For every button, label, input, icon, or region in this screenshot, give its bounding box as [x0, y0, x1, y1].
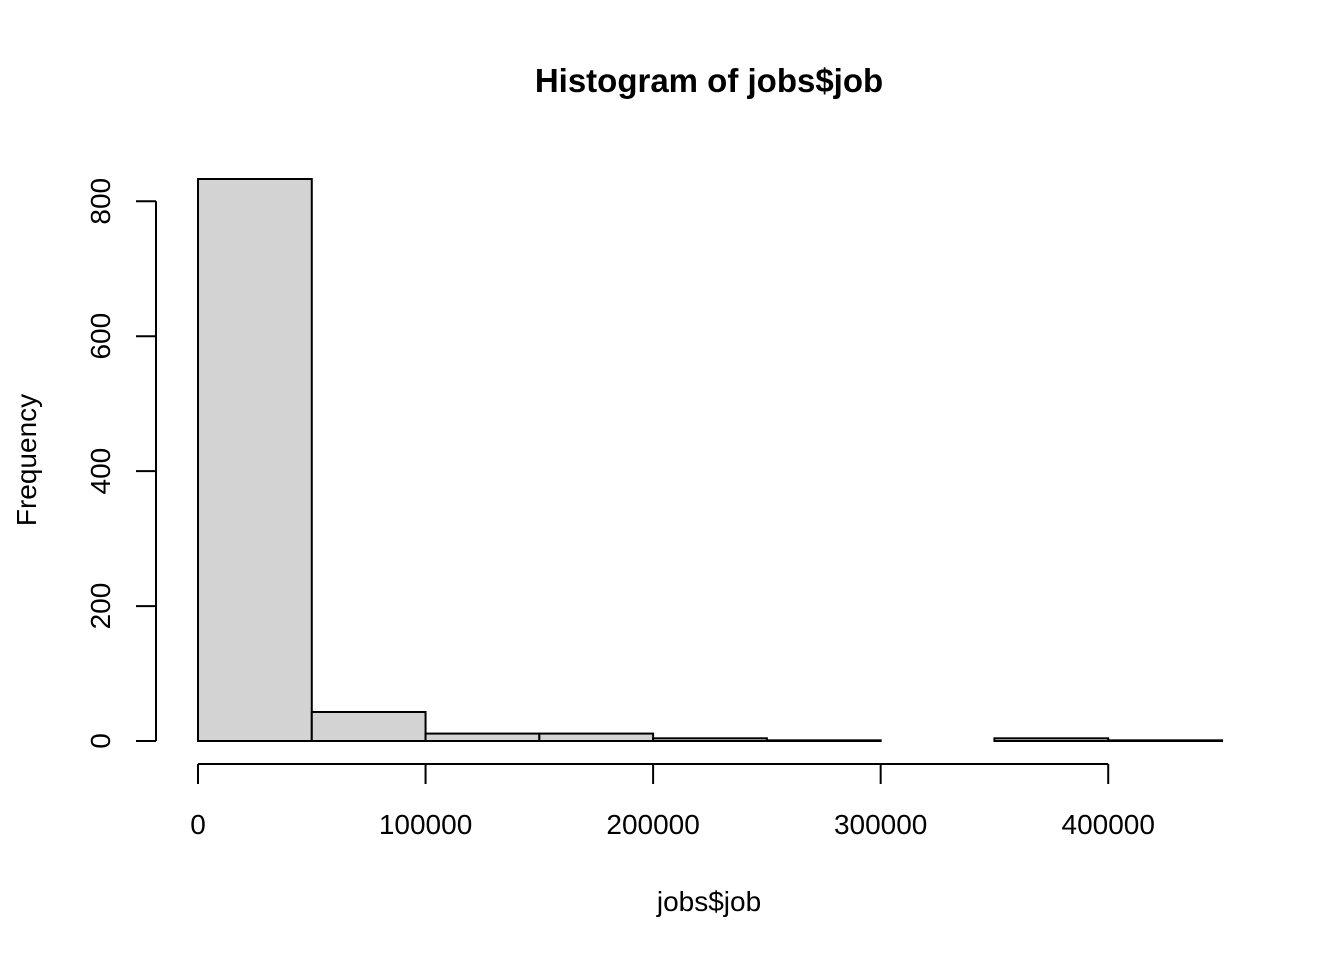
histogram-bar: [1107, 739, 1223, 742]
histogram-bars: [197, 178, 1223, 743]
y-axis-label: Frequency: [11, 394, 42, 526]
histogram-bar: [765, 739, 882, 742]
x-tick-label: 200000: [606, 809, 699, 840]
y-tick-label: 600: [85, 313, 116, 360]
x-tick-label: 100000: [379, 809, 472, 840]
histogram-bar: [993, 737, 1110, 743]
y-tick-label: 400: [85, 448, 116, 495]
x-tick-label: 0: [190, 809, 206, 840]
y-tick-label: 200: [85, 583, 116, 630]
x-axis-label: jobs$job: [656, 886, 761, 917]
x-tick-label: 400000: [1062, 809, 1155, 840]
histogram-bar: [424, 732, 541, 742]
histogram-bar: [538, 732, 655, 742]
chart-title: Histogram of jobs$job: [535, 62, 883, 99]
histogram-bar: [310, 710, 427, 743]
histogram-bar: [652, 737, 768, 743]
y-axis: 0 200 400 600 800: [85, 178, 157, 749]
x-axis: 0 100000 200000 300000 400000: [190, 763, 1155, 840]
y-tick-label: 800: [85, 178, 116, 225]
histogram-bar: [197, 178, 313, 742]
x-tick-label: 300000: [834, 809, 927, 840]
y-tick-label: 0: [85, 733, 116, 749]
